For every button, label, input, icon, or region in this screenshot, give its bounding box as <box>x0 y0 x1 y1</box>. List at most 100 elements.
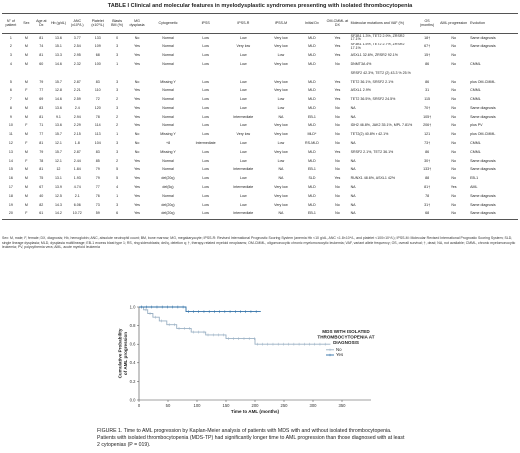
table-cell: 15.1 <box>54 44 62 49</box>
table-row: 15 M 81 12 1.84 79 5 Yes Normal Low Intermediate NA… <box>2 166 518 175</box>
table-cell: 81 <box>39 141 44 146</box>
table-row: 12 F 81 12.1 1.8 104 3 No +8 Intermediate Low Low RS… <box>2 140 518 149</box>
table-cell: 78 <box>39 158 44 163</box>
column-header: ANC (x10⁹/L) <box>67 13 88 34</box>
table-cell: No <box>451 88 456 93</box>
table-cell: Low <box>277 158 285 163</box>
table-cell: Yes <box>125 209 149 220</box>
table-cell: 4 <box>9 61 12 66</box>
table-cell: 85 <box>95 158 100 163</box>
table-cell: SF3B1 1.3%, TET2 2.9%, ZRSR2 17.1% <box>350 33 405 42</box>
table-cell: Low <box>202 167 209 172</box>
table-cell: Low <box>240 158 247 163</box>
table-cell: No <box>451 105 456 110</box>
table-cell: 2 <box>116 97 119 102</box>
table-cell: 3 <box>116 79 119 84</box>
column-header: OM-CMML at DX <box>325 13 350 34</box>
table-cell: Low <box>202 44 209 49</box>
table-cell: Normal <box>162 158 174 163</box>
table-cell: No <box>134 132 140 137</box>
table-cell: M <box>24 176 28 181</box>
table-cell: NA <box>350 158 356 163</box>
table-cell: 12.1 <box>54 141 62 146</box>
table-cell: MLD <box>308 53 316 58</box>
table-cell: 15.7 <box>54 132 62 137</box>
table-cell: Normal <box>162 88 174 93</box>
table-cell: TET2 36.1%, SRSF2 2.1% <box>350 79 394 84</box>
table-cell: 83 <box>95 79 100 84</box>
table-cell: M <box>24 53 28 58</box>
table-cell: MLD <box>308 61 316 66</box>
table-cell: Very low <box>274 202 288 207</box>
column-header: Hb (g/dL) <box>49 13 68 34</box>
table-cell: Low <box>202 114 209 119</box>
table-cell: M <box>24 114 28 119</box>
x-tick-label: 350 <box>339 403 347 408</box>
table-cell: 2.54 <box>73 44 81 49</box>
table-cell: Same diagnosis <box>470 35 496 40</box>
table-cell: 12.1 <box>54 158 62 163</box>
table-cell: Normal <box>162 123 174 128</box>
table-cell: No <box>451 44 456 49</box>
table-cell: Same diagnosis <box>470 167 496 172</box>
table-cell: 2.95 <box>73 53 81 58</box>
table-cell: 3 <box>116 53 119 58</box>
table-cell: Low <box>202 61 209 66</box>
table-cell: 12.8 <box>54 88 62 93</box>
table-cell: Normal <box>162 35 174 40</box>
x-tick-label: 50 <box>166 403 171 408</box>
table-cell: Normal <box>162 193 174 198</box>
table-cell: Low <box>202 35 209 40</box>
table-cell: M <box>24 149 28 154</box>
table-cell: Yes <box>134 88 140 93</box>
table-cell: Low <box>240 123 247 128</box>
table-cell: 81† <box>424 185 431 190</box>
table-cell: No <box>335 202 340 207</box>
table-cell: Very low <box>274 185 288 190</box>
table-cell: 133 <box>94 35 101 40</box>
table-cell: No <box>325 209 350 220</box>
table-cell: CMML <box>470 61 481 66</box>
table-cell: 2.15 <box>73 132 81 137</box>
table-cell: Yes <box>134 97 140 102</box>
table-cell: No <box>335 114 340 119</box>
table-cell: 2 <box>116 158 119 163</box>
table-cell: No <box>451 141 456 146</box>
table-cell: No <box>335 185 340 190</box>
table-row: 6 F 77 12.8 2.21 110 3 Yes Normal Low Low Very low M… <box>2 87 518 96</box>
table-cell: 13 <box>8 149 13 154</box>
table-cell: 1 <box>116 193 119 198</box>
table-cell: NA <box>350 105 356 110</box>
table-cell: 1.84 <box>73 167 81 172</box>
table-cell: No <box>451 167 456 172</box>
table-cell: Low <box>240 97 247 102</box>
table-cell: 81 <box>39 35 44 40</box>
table-cell: 4 <box>116 185 119 190</box>
table-row: 9 M 81 9.1 2.94 78 2 Yes Normal Low Intermediate NA… <box>2 113 518 122</box>
table-cell: Low <box>277 105 285 110</box>
table-cell: No <box>451 53 456 58</box>
table-cell: Yes <box>134 158 140 163</box>
table-cell: 2.29 <box>73 123 81 128</box>
table-cell: Low <box>202 105 209 110</box>
table-cell: ASXL1 2.9% <box>350 88 371 93</box>
table-cell: 120 <box>94 105 101 110</box>
table-row: 2 M 74 15.1 2.54 109 3 Yes Normal Low Very low Very… <box>2 43 518 52</box>
table-cell: 3 <box>116 141 119 146</box>
table-cell: 3 <box>116 149 119 154</box>
table-cell: Yes <box>134 105 140 110</box>
table-cell: 78 <box>95 114 100 119</box>
table-cell: Intermediate <box>195 141 216 146</box>
table-footnote: Sex: M, male; F, female; DX, diagnosis; … <box>2 236 516 250</box>
column-header: Evolution <box>469 13 518 34</box>
table-cell: Normal <box>162 61 174 66</box>
table-cell: No <box>451 61 456 66</box>
table-cell: F <box>25 158 28 163</box>
table-cell: 1 <box>116 61 119 66</box>
table-cell: 3 <box>116 88 119 93</box>
table-cell: MLD <box>308 158 316 163</box>
table-cell: 2.1 <box>74 193 80 198</box>
table-cell: Normal <box>162 53 174 58</box>
table-cell: NA <box>350 141 356 146</box>
